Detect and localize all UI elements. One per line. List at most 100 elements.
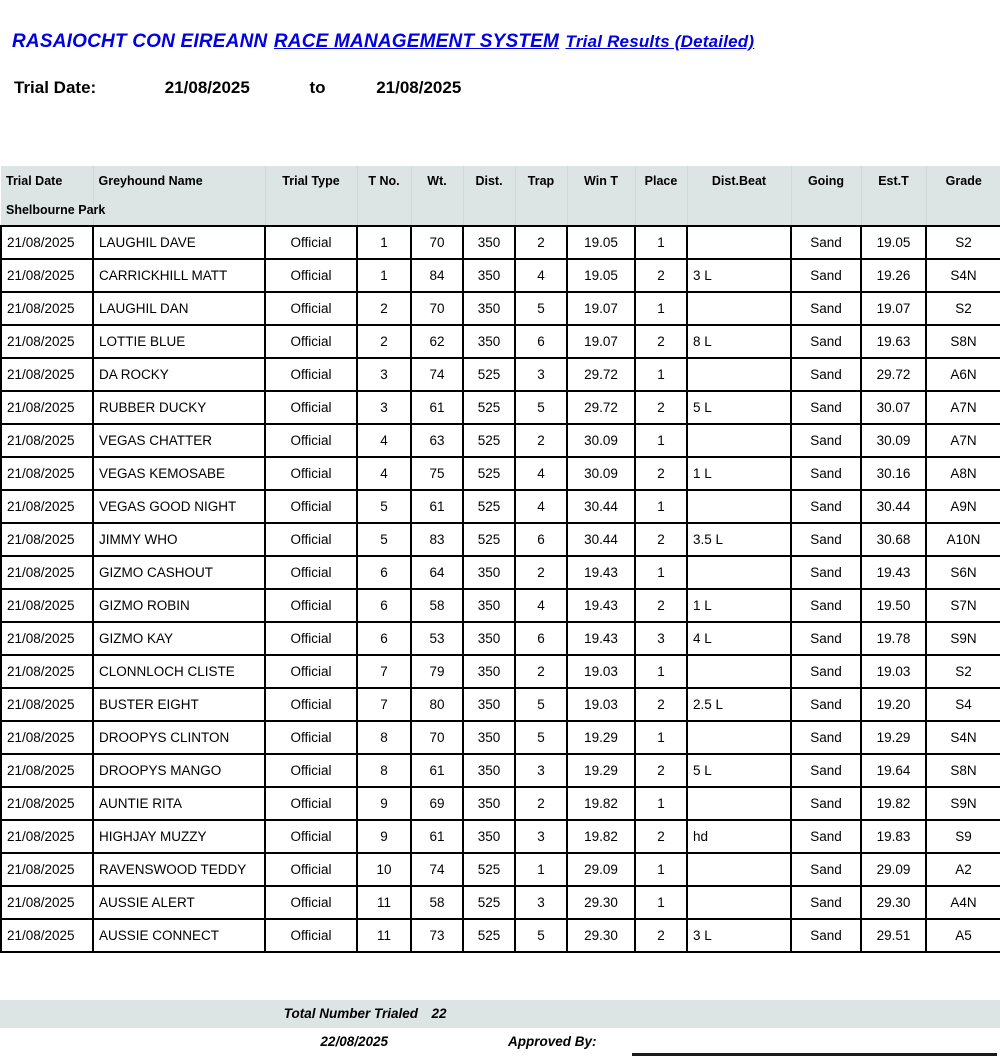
cell-greyhound-name: JIMMY WHO — [93, 523, 266, 557]
cell-dist: 350 — [463, 787, 516, 821]
table-row: 21/08/2025 AUSSIE ALERT Official 11 58 525 3 29… — [0, 886, 1000, 920]
cell-trap: 4 — [515, 259, 568, 293]
cell-dist-beat — [687, 886, 792, 920]
cell-going: Sand — [791, 225, 862, 260]
cell-trial-date: 21/08/2025 — [0, 754, 94, 788]
table-row: 21/08/2025 HIGHJAY MUZZY Official 9 61 350 3 19… — [0, 820, 1000, 854]
cell-wt: 61 — [411, 490, 464, 524]
cell-est-t: 19.82 — [861, 787, 927, 821]
cell-dist-beat — [687, 655, 792, 689]
report-header: RASAIOCHT CON EIREANN RACE MANAGEMENT SY… — [0, 0, 1000, 100]
table-row: 21/08/2025 DROOPYS CLINTON Official 8 70 350 5… — [0, 721, 1000, 755]
cell-trap: 5 — [515, 688, 568, 722]
cell-dist-beat: 4 L — [687, 622, 792, 656]
cell-dist: 525 — [463, 919, 516, 953]
column-header-wt: Wt. — [411, 166, 464, 196]
cell-wt: 73 — [411, 919, 464, 953]
cell-trial-date: 21/08/2025 — [0, 490, 94, 524]
cell-grade: A10N — [926, 523, 1000, 557]
cell-win-t: 29.72 — [567, 391, 636, 425]
cell-trial-type: Official — [265, 688, 358, 722]
cell-greyhound-name: CLONNLOCH CLISTE — [93, 655, 266, 689]
cell-t-no: 7 — [357, 688, 412, 722]
cell-place: 2 — [635, 754, 688, 788]
table-row: 21/08/2025 JIMMY WHO Official 5 83 525 6 30.44 2… — [0, 523, 1000, 557]
cell-est-t: 29.51 — [861, 919, 927, 953]
cell-going: Sand — [791, 523, 862, 557]
cell-greyhound-name: LAUGHIL DAVE — [93, 225, 266, 260]
cell-grade: A5 — [926, 919, 1000, 953]
cell-trial-date: 21/08/2025 — [0, 391, 94, 425]
cell-dist: 525 — [463, 457, 516, 491]
cell-dist-beat — [687, 292, 792, 326]
cell-trap: 5 — [515, 919, 568, 953]
cell-greyhound-name: RAVENSWOOD TEDDY — [93, 853, 266, 887]
group-filler-cell — [687, 196, 792, 226]
cell-trap: 5 — [515, 391, 568, 425]
cell-trial-date: 21/08/2025 — [0, 655, 94, 689]
group-filler-cell — [265, 196, 358, 226]
cell-greyhound-name: GIZMO CASHOUT — [93, 556, 266, 590]
cell-est-t: 19.78 — [861, 622, 927, 656]
column-header-dist-beat: Dist.Beat — [687, 166, 792, 196]
cell-est-t: 30.68 — [861, 523, 927, 557]
cell-place: 2 — [635, 688, 688, 722]
group-filler-cell — [926, 196, 1000, 226]
cell-grade: A7N — [926, 391, 1000, 425]
cell-dist-beat: 3 L — [687, 259, 792, 293]
cell-dist-beat: 1 L — [687, 589, 792, 623]
group-filler-cell — [515, 196, 568, 226]
table-row: 21/08/2025 DA ROCKY Official 3 74 525 3 29.72 1 S… — [0, 358, 1000, 392]
cell-est-t: 19.07 — [861, 292, 927, 326]
total-trialed-value: 22 — [431, 1006, 447, 1021]
cell-grade: A6N — [926, 358, 1000, 392]
cell-trial-type: Official — [265, 853, 358, 887]
cell-greyhound-name: DROOPYS MANGO — [93, 754, 266, 788]
cell-trial-date: 21/08/2025 — [0, 886, 94, 920]
approved-by-signature-line — [632, 1053, 997, 1056]
cell-dist-beat — [687, 556, 792, 590]
group-filler-cell — [411, 196, 464, 226]
cell-trial-type: Official — [265, 589, 358, 623]
track-group-header: Shelbourne Park — [1, 196, 1000, 226]
table-header-row: Trial Date Greyhound Name Trial Type T N… — [1, 166, 1000, 196]
table-row: 21/08/2025 LOTTIE BLUE Official 2 62 350 6 19.0… — [0, 325, 1000, 359]
cell-place: 2 — [635, 589, 688, 623]
cell-place: 1 — [635, 721, 688, 755]
cell-going: Sand — [791, 919, 862, 953]
cell-dist: 525 — [463, 886, 516, 920]
cell-trial-date: 21/08/2025 — [0, 853, 94, 887]
cell-place: 1 — [635, 358, 688, 392]
report-organisation-title: RASAIOCHT CON EIREANN — [12, 31, 268, 52]
cell-place: 2 — [635, 391, 688, 425]
cell-dist-beat: 3.5 L — [687, 523, 792, 557]
column-header-t-no: T No. — [357, 166, 412, 196]
cell-wt: 84 — [411, 259, 464, 293]
cell-grade: S9N — [926, 622, 1000, 656]
cell-dist-beat: 3 L — [687, 919, 792, 953]
cell-trial-type: Official — [265, 292, 358, 326]
cell-t-no: 1 — [357, 259, 412, 293]
cell-place: 2 — [635, 259, 688, 293]
group-filler-cell — [463, 196, 516, 226]
table-row: 21/08/2025 GIZMO KAY Official 6 53 350 6 19.43 3… — [0, 622, 1000, 656]
trial-date-to: 21/08/2025 — [376, 78, 462, 97]
cell-trap: 1 — [515, 853, 568, 887]
cell-wt: 53 — [411, 622, 464, 656]
column-header-trap: Trap — [515, 166, 568, 196]
cell-est-t: 30.09 — [861, 424, 927, 458]
cell-dist: 350 — [463, 225, 516, 260]
cell-dist: 350 — [463, 622, 516, 656]
cell-win-t: 29.30 — [567, 886, 636, 920]
cell-trap: 2 — [515, 424, 568, 458]
group-filler-cell — [861, 196, 927, 226]
cell-wt: 70 — [411, 721, 464, 755]
cell-dist-beat: 1 L — [687, 457, 792, 491]
cell-grade: S8N — [926, 325, 1000, 359]
cell-trial-type: Official — [265, 457, 358, 491]
cell-trial-date: 21/08/2025 — [0, 787, 94, 821]
cell-trial-type: Official — [265, 787, 358, 821]
cell-wt: 74 — [411, 853, 464, 887]
cell-wt: 61 — [411, 754, 464, 788]
cell-trial-type: Official — [265, 424, 358, 458]
